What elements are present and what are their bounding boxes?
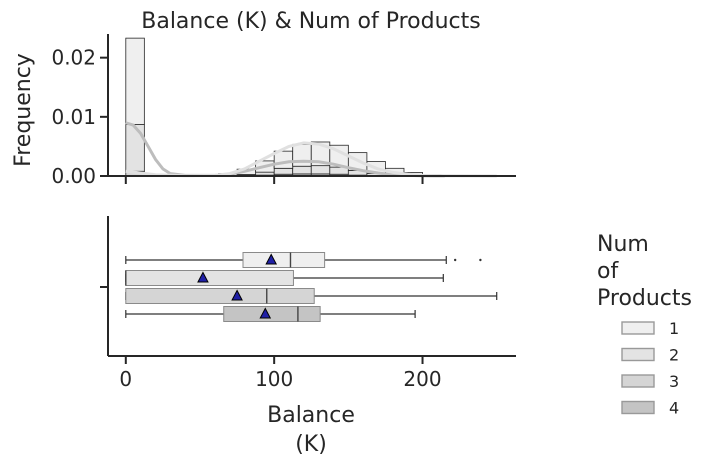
histogram-bar bbox=[292, 165, 312, 175]
legend-title-line: Num bbox=[597, 232, 649, 257]
box-group-2 bbox=[125, 270, 444, 286]
y-tick-label: 0.02 bbox=[51, 46, 96, 70]
legend-swatch bbox=[621, 347, 655, 362]
box bbox=[242, 252, 326, 268]
histogram-bars bbox=[125, 37, 461, 177]
legend-entry-3: 3 bbox=[621, 372, 679, 391]
boxplot-panel: 0 100 200 Balance (K) bbox=[100, 216, 516, 457]
histogram-x-ticks bbox=[124, 176, 424, 184]
kde-curve bbox=[125, 121, 445, 178]
box bbox=[223, 306, 321, 322]
box-group-1 bbox=[125, 252, 482, 268]
boxplot-x-axis-label: Balance (K) bbox=[267, 403, 355, 457]
mean-marker bbox=[197, 271, 209, 283]
x-axis-label-line: Balance bbox=[267, 403, 355, 428]
boxplot-axis-ticks: 0 100 200 bbox=[100, 286, 442, 391]
legend-entry-4: 4 bbox=[621, 399, 679, 418]
box bbox=[125, 288, 315, 304]
y-tick-label: 0.01 bbox=[51, 105, 96, 129]
histogram-bar bbox=[255, 171, 275, 176]
legend-entry-2: 2 bbox=[621, 346, 679, 365]
x-axis-label-line: (K) bbox=[295, 432, 327, 457]
mean-marker bbox=[259, 307, 272, 319]
outlier-point bbox=[479, 258, 482, 262]
legend-entries: 1 2 3 4 bbox=[621, 319, 679, 418]
box-group-4 bbox=[125, 306, 416, 322]
chart-title: Balance (K) & Num of Products bbox=[141, 9, 481, 34]
legend-label: 2 bbox=[669, 346, 679, 365]
y-tick-label: 0.00 bbox=[51, 164, 96, 188]
legend-swatch bbox=[621, 374, 655, 388]
x-tick-label: 200 bbox=[403, 367, 441, 391]
boxplot-boxes bbox=[125, 252, 498, 322]
x-tick-label: 0 bbox=[119, 367, 132, 391]
histogram-bar bbox=[310, 165, 331, 175]
histogram-y-axis-label: Frequency bbox=[11, 53, 36, 167]
legend-title-line: of bbox=[597, 259, 619, 284]
legend-label: 3 bbox=[669, 372, 679, 391]
legend-swatch bbox=[621, 400, 655, 415]
legend-swatch bbox=[621, 321, 655, 335]
histogram-bar bbox=[125, 124, 145, 172]
histogram-panel: 0.00 0.01 0.02 Frequency bbox=[11, 34, 516, 188]
mean-marker bbox=[231, 289, 243, 301]
legend-entry-1: 1 bbox=[621, 319, 679, 338]
histogram-bar bbox=[125, 37, 145, 125]
x-tick-label: 100 bbox=[255, 367, 293, 391]
box bbox=[125, 270, 294, 286]
legend-title-line: Products bbox=[597, 286, 692, 311]
legend-label: 4 bbox=[669, 399, 679, 418]
histogram-y-ticks: 0.00 0.01 0.02 bbox=[51, 46, 108, 188]
legend-label: 1 bbox=[669, 319, 679, 338]
outlier-point bbox=[453, 258, 457, 262]
histogram-bar bbox=[273, 167, 294, 175]
box-group-3 bbox=[125, 288, 498, 304]
mean-marker bbox=[265, 253, 278, 265]
